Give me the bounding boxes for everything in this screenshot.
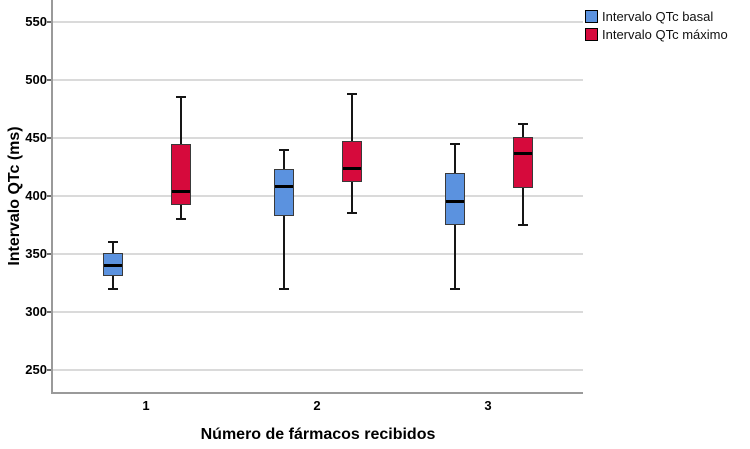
boxplot-box <box>171 143 191 206</box>
y-axis-title: Intervalo QTc (ms) <box>6 126 23 266</box>
boxplot-whisker-cap <box>347 92 357 95</box>
y-tick-label: 300 <box>25 303 47 319</box>
boxplot-whisker-cap <box>176 218 186 221</box>
y-tick-label: 250 <box>25 361 47 377</box>
boxplot-median <box>514 151 532 155</box>
gridline <box>53 137 583 139</box>
gridline <box>53 21 583 24</box>
y-tick-mark <box>47 21 52 24</box>
y-tick-label: 350 <box>25 245 47 261</box>
y-tick-label: 500 <box>25 72 47 88</box>
boxplot-median <box>275 185 293 189</box>
x-tick-label: 1 <box>142 398 150 413</box>
legend-label-basal: Intervalo QTc basal <box>602 9 714 24</box>
gridline <box>53 368 583 371</box>
boxplot-whisker-cap <box>279 287 289 290</box>
y-tick-mark <box>47 368 52 371</box>
boxplot-box <box>342 141 362 183</box>
boxplot-whisker-cap <box>176 96 186 99</box>
boxplot-median <box>172 189 190 193</box>
boxplot-stem <box>283 149 285 289</box>
boxplot-whisker-cap <box>450 287 460 290</box>
y-tick-mark <box>47 310 52 313</box>
y-tick-mark <box>47 79 52 82</box>
y-tick-mark <box>47 252 52 255</box>
boxplot-median <box>446 200 464 204</box>
legend-swatch-maximo-icon <box>585 28 598 41</box>
boxplot-whisker-cap <box>279 148 289 151</box>
boxplot-whisker-cap <box>108 241 118 244</box>
x-axis-title: Número de fármacos recibidos <box>200 426 436 443</box>
x-axis-line <box>51 392 583 394</box>
legend-item-basal: Intervalo QTc basal <box>585 8 728 25</box>
x-tick-label: 2 <box>313 398 321 413</box>
boxplot-whisker-cap <box>518 123 528 126</box>
gridline <box>53 252 583 255</box>
legend-label-maximo: Intervalo QTc máximo <box>602 27 728 42</box>
gridline <box>53 79 583 82</box>
boxplot-box <box>513 136 533 188</box>
boxplot-whisker-cap <box>347 212 357 215</box>
boxplot-whisker-cap <box>450 142 460 145</box>
legend-swatch-basal-icon <box>585 10 598 23</box>
gridline <box>53 310 583 313</box>
boxplot-whisker-cap <box>108 287 118 290</box>
boxplot-box <box>445 172 465 225</box>
boxplot-median <box>343 166 361 170</box>
gridline <box>53 195 583 197</box>
boxplot-whisker-cap <box>518 223 528 226</box>
y-tick-label: 400 <box>25 188 47 203</box>
y-tick-label: 450 <box>25 130 47 145</box>
y-axis-line <box>51 0 53 394</box>
y-tick-label: 550 <box>25 14 47 30</box>
legend: Intervalo QTc basal Intervalo QTc máximo <box>585 8 728 43</box>
boxplot-box <box>274 169 294 216</box>
legend-item-maximo: Intervalo QTc máximo <box>585 26 728 43</box>
x-tick-label: 3 <box>484 398 492 413</box>
y-tick-mark <box>47 195 52 197</box>
y-tick-mark <box>47 137 52 139</box>
boxplot-median <box>104 264 122 268</box>
